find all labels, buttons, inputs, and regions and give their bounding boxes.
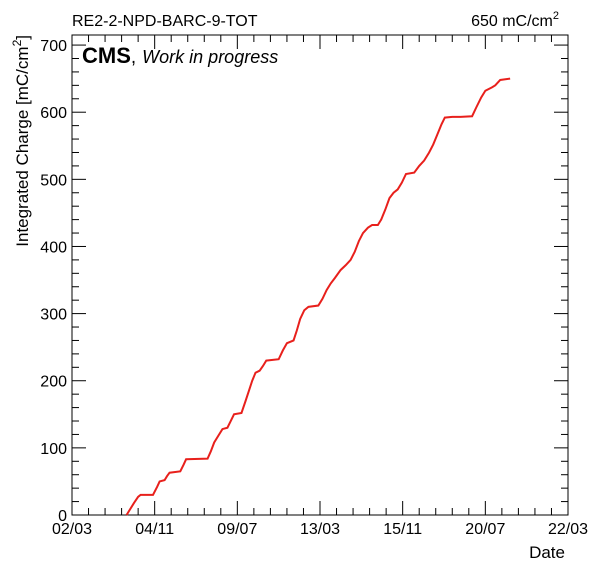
y-axis-title: Integrated Charge [mC/cm2] <box>10 35 32 247</box>
total-charge-label: 650 mC/cm2 <box>471 10 559 30</box>
y-tick-label: 600 <box>40 105 67 122</box>
y-tick-label: 400 <box>40 239 67 256</box>
y-tick-label: 200 <box>40 374 67 391</box>
y-axis-title-sup: 2 <box>10 39 24 46</box>
plot-frame <box>71 34 569 516</box>
y-tick-label: 100 <box>40 441 67 458</box>
cms-experiment: CMS <box>82 43 131 68</box>
y-tick-label: 0 <box>58 508 67 525</box>
x-tick-label: 02/03 <box>52 521 92 538</box>
x-tick-label: 09/07 <box>217 521 257 538</box>
chamber-label: RE2-2-NPD-BARC-9-TOT <box>72 13 258 30</box>
y-axis-title-close: ] <box>13 35 32 40</box>
cms-status: Work in progress <box>142 47 278 67</box>
x-tick-label: 04/11 <box>135 521 174 538</box>
x-tick-label: 15/11 <box>383 521 422 538</box>
y-tick-labels: 0 100 200 300 400 500 600 700 <box>40 38 67 525</box>
y-axis-title-main: Integrated Charge [mC/cm <box>13 46 32 246</box>
cms-label: CMS, Work in progress <box>82 43 278 68</box>
series-line <box>125 77 511 516</box>
y-tick-label: 300 <box>40 307 67 324</box>
y-tick-label: 500 <box>40 172 67 189</box>
y-tick-label: 700 <box>40 38 67 55</box>
x-axis-title: Date <box>529 543 565 562</box>
x-tick-label: 20/07 <box>465 521 505 538</box>
total-charge-value: 650 mC/cm <box>471 13 553 30</box>
x-tick-labels: 02/03 04/11 09/07 13/03 15/11 20/07 22/03 <box>52 521 588 538</box>
x-tick-label: 22/03 <box>548 521 588 538</box>
x-tick-label: 13/03 <box>300 521 340 538</box>
cms-separator: , <box>131 47 136 68</box>
axis-ticks <box>71 35 568 516</box>
total-charge-unit-sup: 2 <box>553 10 559 22</box>
